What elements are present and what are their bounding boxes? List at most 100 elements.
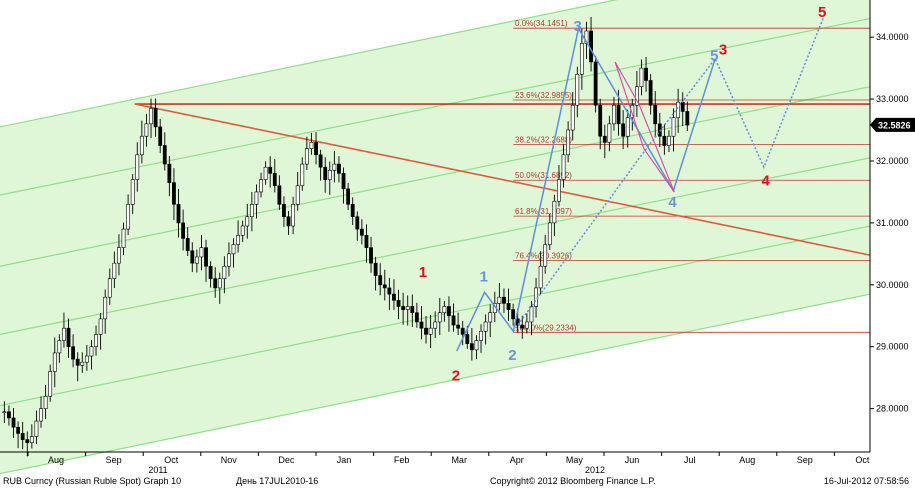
candle-body [662,135,667,146]
candle-body [424,327,428,335]
candle-body [547,222,552,245]
candle-body [337,163,341,174]
wave-label-red: 4 [761,173,770,190]
candle-body [538,265,543,289]
x-axis: Aug Sep Oct Nov Dec Jan Feb Mar Apr May Jun Jul Aug S… [0,451,870,475]
candle-body [121,228,126,248]
x-tick-label: Sep [797,455,813,465]
candle-body [39,408,43,422]
candle-body [355,216,360,230]
channel-line [0,86,871,267]
candle-body [80,361,85,366]
fib-level-label: 100.0%(29.2334) [515,323,577,332]
candle-body [7,411,11,419]
candle-body [671,117,676,137]
candle-body [428,327,433,335]
candle-body [149,108,153,125]
wave-label-blue: 2 [508,347,516,364]
x-tick-label: Mar [451,455,467,465]
channel-line [0,17,871,196]
x-tick-label: Oct [164,455,179,465]
candle-body [259,179,263,193]
channel-band [0,157,870,406]
wave-path-pink [614,61,675,193]
candle-body [295,185,300,205]
candle-body [204,247,208,267]
candle-body [447,306,451,317]
candle-body [240,225,245,236]
candle-body [566,129,571,156]
candle-body [89,346,94,357]
x-tick-label: Jan [337,455,352,465]
x-tick-label: Feb [394,455,410,465]
trend-line [134,103,871,256]
candle-body [94,334,98,348]
candle-body [479,330,483,341]
channel-line [0,0,618,128]
candle-body [497,296,502,304]
candle-body [318,154,323,168]
footer-copyright: Copyright© 2012 Bloomberg Finance L.P. [490,476,656,486]
candle-body [112,262,117,279]
candle-body [272,173,277,187]
candle-body [561,154,566,180]
candle-body [437,312,442,323]
trend-lines [134,103,871,256]
candle-body [369,247,373,264]
wave-label-red: 5 [818,4,826,21]
candle-body [277,185,282,205]
candle-body [382,284,387,289]
candle-body [676,101,681,118]
candle-body [236,234,241,245]
candle-body [387,287,392,295]
candle-body [213,278,218,289]
x-tick-label: Dec [278,455,295,465]
fib-level-label: 61.8%(31.1097) [515,207,572,216]
last-price-label: 32.5826 [878,120,911,130]
candle-body [217,278,222,289]
candle-body [309,142,314,149]
candle-body [126,204,131,230]
candle-body [181,222,186,239]
candle-body [616,104,621,125]
y-tick-label: 30.0000 [876,280,909,290]
candle-body [176,204,181,224]
candle-body [410,306,415,313]
candle-body [502,296,506,304]
candle-body [401,306,406,310]
wave-path-solid [456,26,716,352]
candle-body [392,293,396,301]
x-tick-label: Jul [684,455,696,465]
candle-body [66,327,71,348]
candle-body [117,247,121,264]
candle-body [511,309,516,320]
candle-body [648,80,653,106]
candle-body [639,67,644,87]
wave-label-red: 3 [719,41,727,58]
candle-body [483,321,488,332]
candle-body [607,123,612,143]
wave-label-red: 1 [419,264,427,281]
candle-body [456,324,461,329]
candle-body [185,238,190,252]
wave-label-blue: 5 [710,47,718,64]
x-year-label: 2011 [148,465,167,475]
candle-body [57,340,62,354]
channel-band [0,226,870,474]
candle-body [222,265,227,279]
candle-body [103,296,108,320]
candle-body [172,182,176,205]
fib-level-label: 50.0%(31.6892) [515,171,572,180]
x-tick-label: Nov [221,455,238,465]
candle-body [589,30,593,63]
candle-body [29,436,34,444]
candle-body [378,275,383,286]
candle-body [75,358,80,366]
last-price-box [870,117,915,132]
candle-body [667,135,671,146]
candle-body [474,340,479,351]
candle-body [199,247,204,258]
fib-level-label: 0.0%(34.1451) [515,19,568,28]
candle-body [98,318,103,335]
